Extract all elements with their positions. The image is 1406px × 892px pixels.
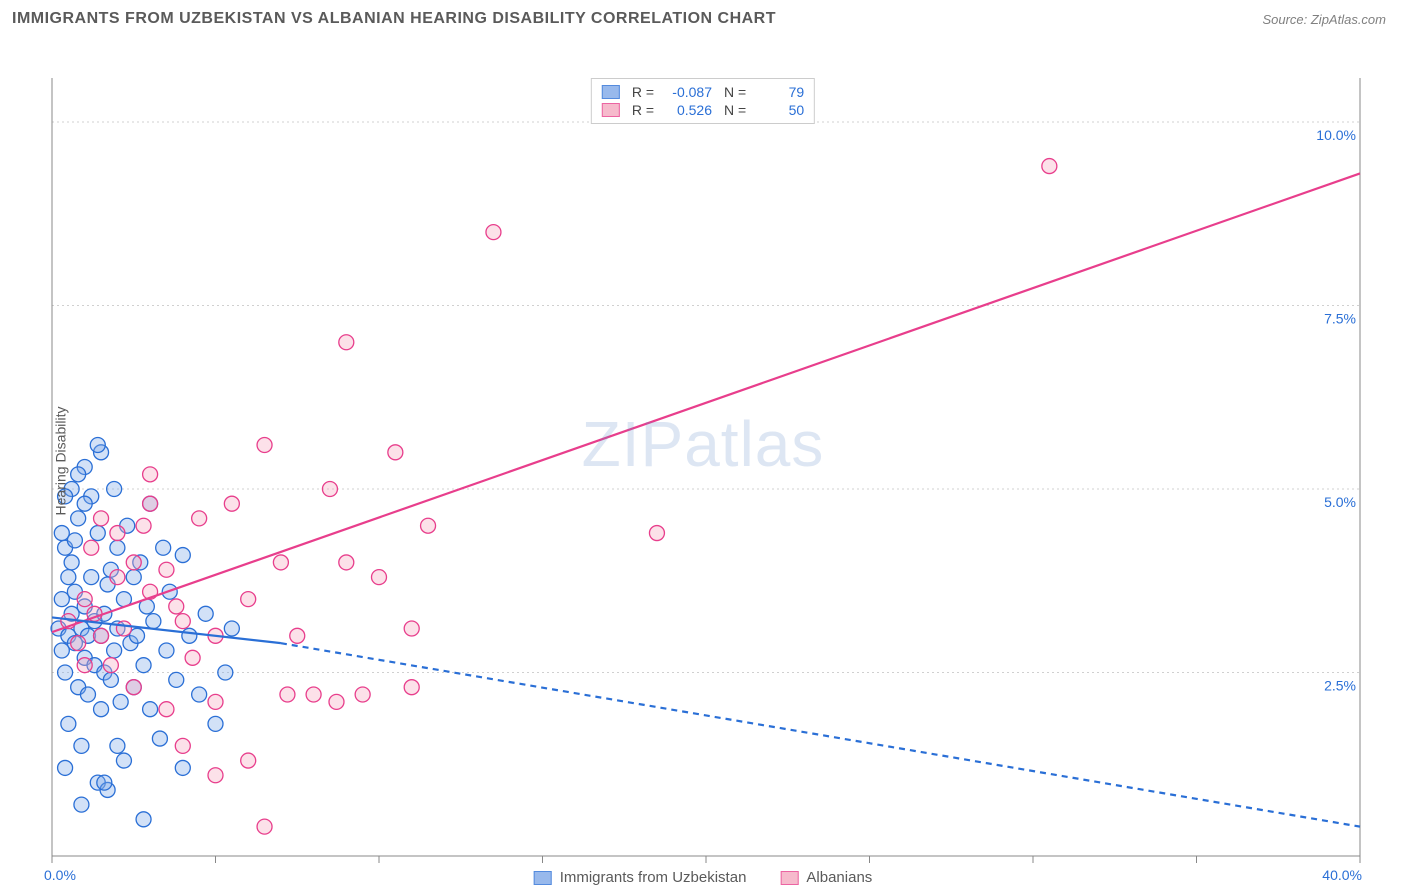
svg-text:40.0%: 40.0% — [1322, 867, 1362, 883]
r-value-b: 0.526 — [662, 102, 712, 118]
swatch-series-b-bottom — [780, 871, 798, 885]
legend-row-series-b: R = 0.526 N = 50 — [602, 101, 804, 119]
svg-text:5.0%: 5.0% — [1324, 494, 1356, 510]
n-label-b: N = — [724, 102, 746, 118]
source-link[interactable]: ZipAtlas.com — [1311, 12, 1386, 27]
source-attribution: Source: ZipAtlas.com — [1262, 12, 1386, 27]
swatch-series-a — [602, 85, 620, 99]
swatch-series-b — [602, 103, 620, 117]
source-prefix: Source: — [1262, 12, 1310, 27]
n-label-a: N = — [724, 84, 746, 100]
chart-title: IMMIGRANTS FROM UZBEKISTAN VS ALBANIAN H… — [12, 10, 776, 28]
svg-text:0.0%: 0.0% — [44, 867, 76, 883]
series-b-label: Albanians — [806, 869, 872, 886]
correlation-legend: R = -0.087 N = 79 R = 0.526 N = 50 — [591, 78, 815, 124]
n-value-a: 79 — [754, 84, 804, 100]
series-legend: Immigrants from Uzbekistan Albanians — [534, 869, 873, 886]
svg-text:10.0%: 10.0% — [1316, 127, 1356, 143]
y-axis-label: Hearing Disability — [52, 407, 68, 516]
legend-item-series-b: Albanians — [780, 869, 872, 886]
series-a-label: Immigrants from Uzbekistan — [560, 869, 747, 886]
legend-item-series-a: Immigrants from Uzbekistan — [534, 869, 747, 886]
swatch-series-a-bottom — [534, 871, 552, 885]
chart-area: Hearing Disability ZIPatlas R = -0.087 N… — [0, 36, 1406, 886]
scatter-chart: 2.5% 5.0% 7.5% 10.0% 0.0% 40.0% — [0, 36, 1406, 886]
svg-text:7.5%: 7.5% — [1324, 311, 1356, 327]
legend-row-series-a: R = -0.087 N = 79 — [602, 83, 804, 101]
svg-text:2.5%: 2.5% — [1324, 678, 1356, 694]
r-label-a: R = — [632, 84, 654, 100]
r-label-b: R = — [632, 102, 654, 118]
n-value-b: 50 — [754, 102, 804, 118]
r-value-a: -0.087 — [662, 84, 712, 100]
